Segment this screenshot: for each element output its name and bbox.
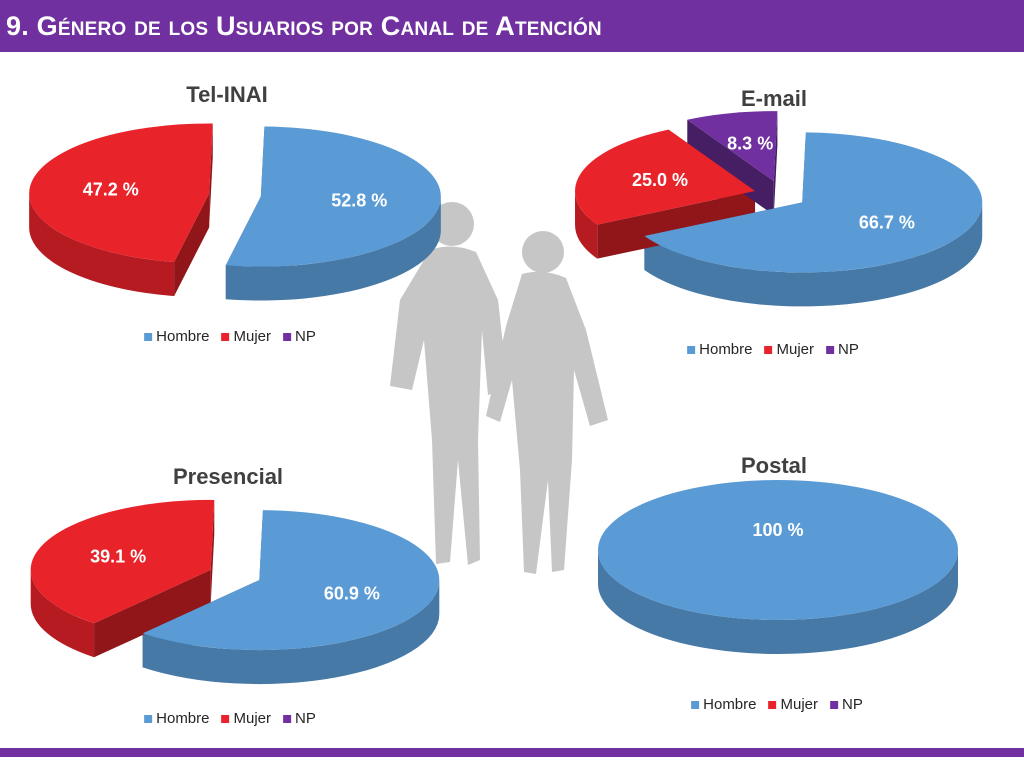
pie-slice-hombre — [598, 480, 958, 620]
pie-slice-mujer — [575, 129, 756, 225]
pie-slice-side-mujer — [29, 123, 213, 297]
legend-label: Mujer — [780, 696, 819, 713]
slice-data-label: 39.1 % — [90, 546, 146, 566]
legend-label: Mujer — [776, 341, 815, 358]
legend-item-hombre: Hombre — [144, 710, 210, 727]
legend-label: Mujer — [233, 710, 272, 727]
pie-slice-hombre — [644, 132, 983, 273]
chart-legend: Hombre Mujer NP — [691, 696, 863, 713]
legend-item-mujer: Mujer — [221, 710, 272, 727]
footer-bar — [0, 748, 1024, 757]
pie-slice-hombre — [142, 510, 440, 651]
legend-label: Hombre — [699, 341, 753, 358]
chart-title: Tel-INAI — [186, 82, 268, 107]
legend-item-np: NP — [826, 341, 859, 358]
pie-chart-tel-inai: 52.8 % 47.2 % — [29, 123, 441, 301]
legend-label: Hombre — [156, 710, 210, 727]
slice-data-label: 8.3 % — [727, 134, 773, 154]
legend-item-mujer: Mujer — [221, 328, 272, 345]
slice-data-label: 100 % — [752, 520, 803, 540]
pie-slice-side-mujer — [30, 499, 215, 658]
chart-title: Postal — [740, 453, 808, 478]
legend-label: NP — [295, 710, 316, 727]
page-title: 9. Género de los Usuarios por Canal de A… — [6, 11, 602, 41]
chart-title: E-mail — [740, 86, 808, 111]
chart-legend: Hombre Mujer NP — [687, 341, 859, 358]
pie-chart-presencial: 60.9 % 39.1 % — [30, 499, 440, 685]
slice-data-label: 47.2 % — [83, 179, 139, 199]
pie-slice-mujer — [30, 499, 215, 624]
legend-item-hombre: Hombre — [144, 328, 210, 345]
couple-silhouette-image — [390, 202, 608, 574]
legend-label: NP — [295, 328, 316, 345]
legend-label: Hombre — [156, 328, 210, 345]
legend-label: NP — [838, 341, 859, 358]
legend-item-np: NP — [283, 328, 316, 345]
legend-item-np: NP — [830, 696, 863, 713]
slice-data-label: 60.9 % — [324, 584, 380, 604]
pie-chart-postal: 100 % — [598, 480, 958, 654]
legend-item-mujer: Mujer — [768, 696, 819, 713]
slice-data-label: 52.8 % — [331, 191, 387, 211]
legend-item-hombre: Hombre — [687, 341, 753, 358]
slice-data-label: 25.0 % — [632, 170, 688, 190]
legend-item-np: NP — [283, 710, 316, 727]
pie-slice-mujer — [29, 123, 213, 263]
pie-slice-np — [687, 111, 778, 182]
pie-slice-side-hombre — [598, 550, 958, 654]
legend-item-mujer: Mujer — [764, 341, 815, 358]
legend-label: Mujer — [233, 328, 272, 345]
chart-legend: Hombre Mujer NP — [144, 710, 316, 727]
legend-item-hombre: Hombre — [691, 696, 757, 713]
chart-title: Presencial — [172, 464, 284, 489]
pie-slice-hombre — [225, 126, 441, 267]
pie-chart-e-mail: 66.7 % 25.0 % 8.3 % — [575, 111, 983, 307]
legend-label: NP — [842, 696, 863, 713]
slice-data-label: 66.7 % — [859, 212, 915, 232]
header-bar: 9. Género de los Usuarios por Canal de A… — [0, 0, 1024, 52]
legend-label: Hombre — [703, 696, 757, 713]
chart-legend: Hombre Mujer NP — [144, 328, 316, 345]
